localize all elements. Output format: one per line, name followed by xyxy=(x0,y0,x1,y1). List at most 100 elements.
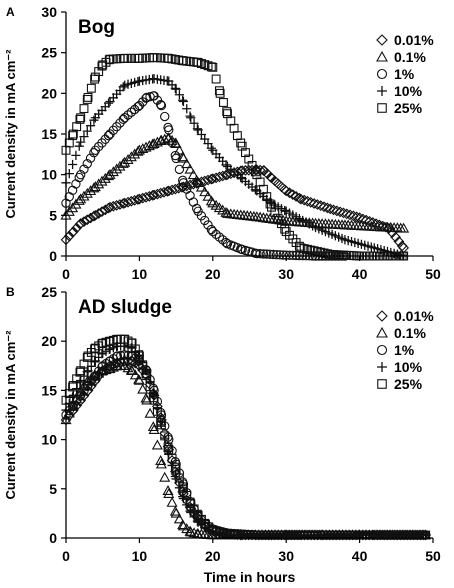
data-point xyxy=(178,95,188,105)
data-point xyxy=(302,195,313,207)
data-point xyxy=(196,59,206,68)
data-point xyxy=(390,231,401,243)
data-point xyxy=(134,351,144,361)
x-tick-label: 0 xyxy=(62,266,70,282)
data-point xyxy=(151,439,163,450)
data-point xyxy=(79,104,89,114)
data-point xyxy=(145,382,155,392)
data-point xyxy=(85,153,96,163)
data-point xyxy=(295,193,307,205)
data-point xyxy=(75,193,87,204)
data-point xyxy=(296,243,306,253)
data-point xyxy=(68,381,78,390)
data-point xyxy=(133,102,143,112)
data-point xyxy=(275,250,285,260)
data-point xyxy=(134,350,144,360)
data-point xyxy=(189,118,199,128)
data-point xyxy=(347,210,359,222)
data-point xyxy=(107,361,119,372)
x-tick-label: 40 xyxy=(352,266,368,282)
data-point xyxy=(208,525,218,535)
series-0.1% xyxy=(60,360,432,540)
data-point xyxy=(163,442,173,452)
data-point xyxy=(71,150,81,160)
data-point xyxy=(170,507,182,518)
data-point xyxy=(163,487,175,498)
data-point xyxy=(221,160,231,170)
data-point xyxy=(98,60,108,70)
data-point xyxy=(96,175,108,186)
x-tick-label: 50 xyxy=(425,548,441,564)
data-point xyxy=(284,187,295,199)
data-point xyxy=(306,245,316,255)
data-point xyxy=(222,107,232,117)
panel-letter: B xyxy=(6,285,15,299)
data-point xyxy=(159,471,171,482)
data-point xyxy=(208,62,218,72)
data-point xyxy=(148,424,160,434)
data-point xyxy=(114,199,126,210)
legend-marker xyxy=(376,68,388,80)
data-point xyxy=(270,208,280,218)
y-tick-label: 5 xyxy=(49,207,57,223)
data-point xyxy=(74,141,84,151)
data-point xyxy=(178,482,188,492)
data-point xyxy=(374,219,385,231)
data-point xyxy=(254,164,266,176)
series-0.01% xyxy=(60,355,432,541)
data-point xyxy=(120,113,130,123)
legend: 0.01%0.1%1%10%25% xyxy=(376,308,434,392)
data-point xyxy=(81,187,93,198)
y-tick-label: 25 xyxy=(41,45,57,61)
x-tick-label: 30 xyxy=(278,548,294,564)
data-point xyxy=(298,194,310,206)
data-point xyxy=(85,121,96,131)
data-point xyxy=(149,395,159,405)
data-point xyxy=(152,404,162,414)
data-point xyxy=(122,153,134,164)
data-point xyxy=(167,453,177,463)
y-axis-label: Current density in mA cm⁻² xyxy=(3,49,18,219)
data-point xyxy=(81,214,93,226)
data-point xyxy=(166,496,178,507)
chart-title: Bog xyxy=(78,17,115,38)
series-10% xyxy=(61,74,409,261)
data-point xyxy=(127,338,137,348)
data-point xyxy=(76,113,86,123)
data-point xyxy=(268,249,279,260)
data-point xyxy=(193,57,203,67)
data-point xyxy=(99,204,111,216)
data-point xyxy=(351,211,363,223)
series-0.01% xyxy=(60,164,410,254)
data-point xyxy=(126,364,138,375)
data-point xyxy=(89,209,101,221)
data-point xyxy=(299,244,309,254)
data-point xyxy=(258,249,269,259)
legend-label: 0.1% xyxy=(394,325,426,341)
legend-label: 25% xyxy=(394,100,423,116)
data-point xyxy=(185,111,195,121)
data-point xyxy=(152,406,162,416)
data-point xyxy=(315,200,327,212)
panel-letter: A xyxy=(6,5,15,19)
legend-marker xyxy=(376,50,388,62)
data-point xyxy=(161,185,173,197)
legend-label: 1% xyxy=(394,342,415,358)
legend-marker xyxy=(377,362,387,372)
data-point xyxy=(142,92,152,103)
data-point xyxy=(132,194,144,205)
series-1% xyxy=(61,91,350,261)
data-point xyxy=(214,86,224,96)
data-point xyxy=(104,168,116,179)
data-point xyxy=(173,513,185,524)
data-point xyxy=(229,123,239,133)
data-point xyxy=(244,154,254,164)
data-point xyxy=(205,173,217,185)
data-point xyxy=(201,519,210,529)
data-point xyxy=(137,383,149,394)
data-point xyxy=(178,96,189,107)
data-point xyxy=(312,199,323,210)
data-point xyxy=(309,246,319,256)
data-point xyxy=(147,190,158,201)
data-point xyxy=(129,369,141,380)
